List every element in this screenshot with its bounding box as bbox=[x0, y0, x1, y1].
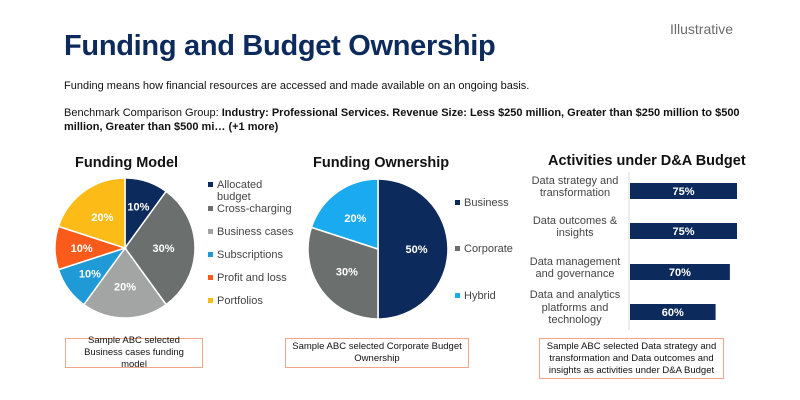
legend-item: Business cases bbox=[208, 226, 293, 238]
legend-label: Cross-charging bbox=[217, 203, 292, 215]
legend-label: Hybrid bbox=[464, 290, 496, 302]
legend-marker bbox=[455, 199, 460, 205]
pie-data-label: 20% bbox=[344, 213, 366, 225]
legend-item: Allocated budget bbox=[208, 179, 262, 203]
legend-label: Corporate bbox=[464, 243, 513, 255]
pie-slice bbox=[377, 178, 449, 320]
legend-label: Business cases bbox=[217, 226, 294, 238]
legend-label: Portfolios bbox=[217, 295, 263, 307]
pie-data-label: 20% bbox=[114, 282, 136, 294]
pie-data-label: 10% bbox=[79, 269, 101, 281]
pie-data-label: 30% bbox=[152, 243, 174, 255]
activities-note: Sample ABC selected Data strategy and tr… bbox=[539, 338, 724, 379]
activities-title: Activities under D&A Budget bbox=[548, 153, 746, 169]
legend-item: Subscriptions bbox=[208, 249, 283, 261]
intro-text: Funding means how financial resources ar… bbox=[64, 80, 530, 92]
bar-category-label: Data and analytics platforms and technolog… bbox=[529, 289, 621, 327]
page-title: Funding and Budget Ownership bbox=[64, 30, 496, 62]
legend-marker bbox=[455, 245, 460, 251]
pie-slice bbox=[124, 190, 196, 306]
legend-marker bbox=[208, 228, 213, 234]
activity-bar bbox=[630, 304, 716, 320]
legend-marker bbox=[208, 274, 213, 280]
funding-model-title: Funding Model bbox=[75, 155, 179, 171]
legend-item: Profit and loss bbox=[208, 272, 287, 284]
bar-data-label: 60% bbox=[662, 307, 684, 319]
legend-item: Corporate bbox=[455, 243, 513, 255]
pie-slice bbox=[310, 178, 379, 251]
legend-marker bbox=[208, 251, 213, 257]
activity-bar bbox=[630, 183, 737, 199]
legend-label: Subscriptions bbox=[217, 249, 284, 261]
funding-ownership-title: Funding Ownership bbox=[313, 155, 450, 171]
illustrative-tag: Illustrative bbox=[670, 21, 734, 37]
legend-item: Business bbox=[455, 197, 509, 209]
pie-slice bbox=[57, 177, 126, 250]
benchmark-text: Benchmark Comparison Group: Industry: Pr… bbox=[64, 106, 744, 134]
legend-item: Hybrid bbox=[455, 290, 496, 302]
funding-ownership-note-text: Sample ABC selected Corporate Budget Own… bbox=[292, 341, 462, 364]
legend-label: Business bbox=[464, 197, 509, 209]
benchmark-details: Industry: Professional Services. Revenue… bbox=[64, 107, 740, 133]
bar-category-label: Data strategy and transformation bbox=[531, 174, 619, 200]
legend-marker bbox=[208, 297, 213, 303]
activities-note-text: Sample ABC selected Data strategy and tr… bbox=[546, 340, 717, 376]
legend-marker bbox=[208, 181, 213, 187]
legend-marker bbox=[455, 292, 460, 298]
legend-item: Cross-charging bbox=[208, 203, 292, 215]
legend-label: Allocated budget bbox=[217, 179, 263, 203]
legend-item: Portfolios bbox=[208, 295, 263, 307]
pie-slice bbox=[82, 246, 168, 319]
bar-category-label: Data management and governance bbox=[529, 255, 621, 281]
pie-data-label: 10% bbox=[71, 243, 93, 255]
bar-data-label: 70% bbox=[669, 267, 691, 279]
funding-model-note: Sample ABC selected Business cases fundi… bbox=[65, 335, 203, 370]
pie-data-label: 10% bbox=[127, 202, 149, 214]
funding-ownership-note: Sample ABC selected Corporate Budget Own… bbox=[285, 338, 469, 368]
activity-bar bbox=[630, 223, 737, 239]
bar-data-label: 75% bbox=[672, 226, 694, 238]
benchmark-prefix: Benchmark Comparison Group: bbox=[64, 107, 222, 119]
bar-category-label: Data outcomes & insights bbox=[532, 214, 618, 240]
pie-data-label: 50% bbox=[405, 244, 427, 256]
legend-marker bbox=[208, 205, 213, 211]
legend-label: Profit and loss bbox=[217, 272, 287, 284]
pie-slice bbox=[307, 226, 379, 320]
activity-bar bbox=[630, 264, 730, 280]
pie-data-label: 30% bbox=[336, 267, 358, 279]
funding-model-note-text: Sample ABC selected Business cases fundi… bbox=[84, 335, 184, 370]
bar-data-label: 75% bbox=[672, 186, 694, 198]
pie-data-label: 20% bbox=[91, 212, 113, 224]
